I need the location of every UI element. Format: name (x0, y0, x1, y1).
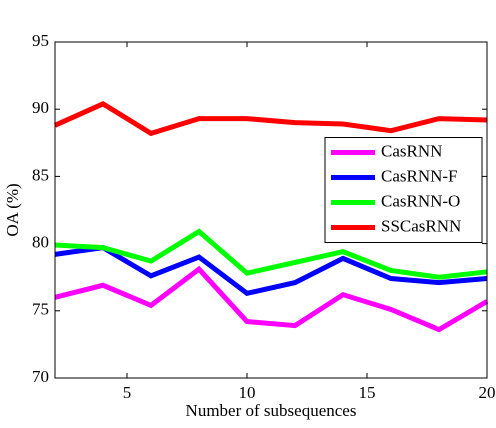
legend-label: CasRNN-F (381, 166, 458, 185)
x-tick-label: 15 (359, 383, 376, 402)
legend-label: CasRNN (381, 141, 442, 160)
y-axis-label: OA (%) (3, 183, 22, 236)
y-tick-label: 75 (32, 300, 49, 319)
y-tick-label: 85 (32, 165, 49, 184)
x-tick-label: 5 (123, 383, 132, 402)
y-tick-label: 95 (32, 31, 49, 50)
x-tick-label: 20 (479, 383, 496, 402)
y-tick-label: 70 (32, 367, 49, 386)
series-line (53, 101, 488, 137)
legend-label: SSCasRNN (381, 216, 461, 235)
x-axis-label: Number of subsequences (186, 401, 357, 420)
y-tick-label: 90 (32, 98, 49, 117)
series-line (54, 245, 488, 297)
series-line (54, 265, 489, 333)
y-tick-label: 80 (32, 233, 49, 252)
plot-frame (54, 41, 488, 379)
legend-label: CasRNN-O (381, 191, 460, 210)
x-tick-label: 10 (239, 383, 256, 402)
series-line (54, 228, 488, 280)
